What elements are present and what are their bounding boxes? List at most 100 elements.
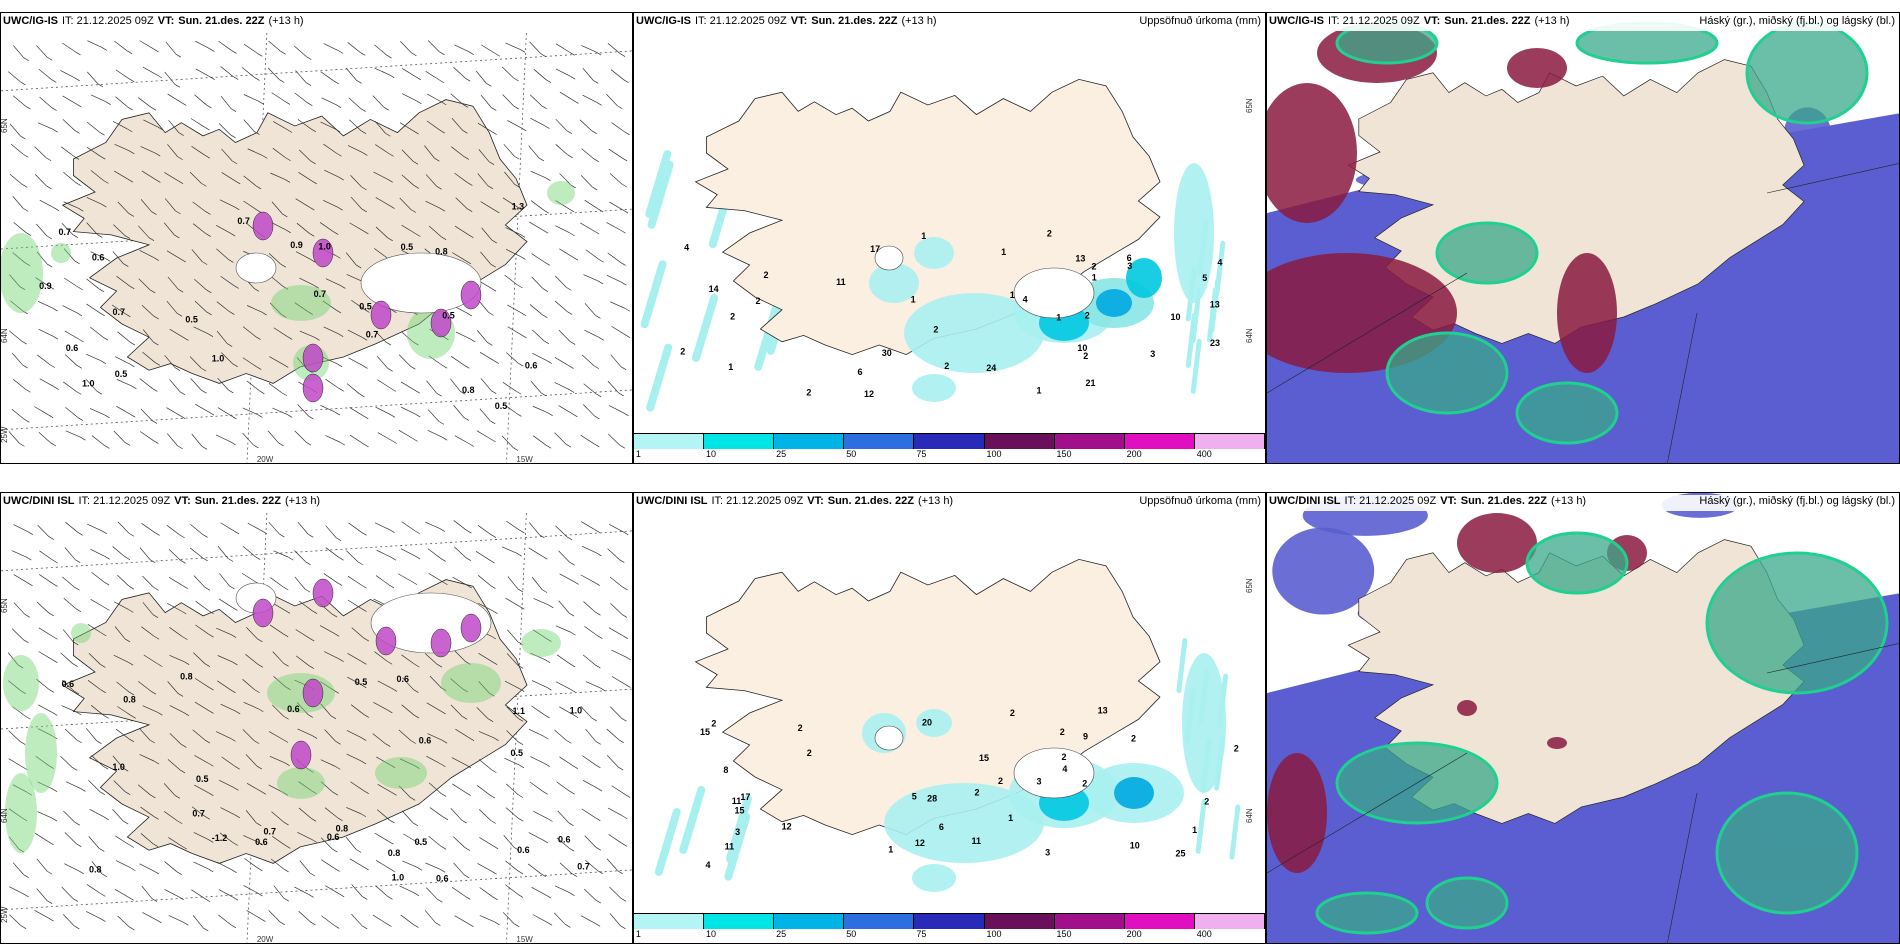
wind-barb xyxy=(216,225,236,237)
wind-barb xyxy=(137,784,156,799)
wind-value-label: 0.6 xyxy=(255,837,268,847)
wind-barb xyxy=(268,40,286,55)
lead-time: (+13 h) xyxy=(1550,495,1587,507)
wind-barb xyxy=(62,629,79,646)
wind-barb xyxy=(218,914,237,929)
wind-barb xyxy=(374,120,391,137)
wind-barb xyxy=(36,223,53,240)
precip-value-label: 2 xyxy=(1082,779,1087,789)
wind-barb xyxy=(554,300,573,315)
wind-barb xyxy=(454,225,474,239)
wind-barb xyxy=(269,624,289,638)
wind-barb xyxy=(164,198,181,215)
wind-barb xyxy=(64,354,83,369)
precip-plume xyxy=(267,673,335,713)
wind-barb xyxy=(475,70,492,87)
precip-cell xyxy=(460,613,482,643)
legend-tick-label: 100 xyxy=(986,449,1002,459)
wind-barb xyxy=(349,222,369,235)
wind-barb xyxy=(455,197,473,213)
wind-value-label: 1.0 xyxy=(318,242,331,252)
precip-value-label: 2 xyxy=(806,387,811,397)
wind-barb xyxy=(528,522,545,539)
precip-cell xyxy=(252,598,274,628)
wind-barb xyxy=(398,785,416,801)
wind-barb xyxy=(611,649,631,661)
precip-value-label: 6 xyxy=(939,822,944,832)
panel-header: UWC/IG-IS IT: 21.12.2025 09Z VT: Sun. 21… xyxy=(1269,15,1895,31)
wind-barb xyxy=(167,144,183,160)
longitude-label: 15W xyxy=(516,935,533,944)
wind-barb xyxy=(478,759,497,773)
precip-value-label: 17 xyxy=(870,244,880,254)
precip-value-label: 1 xyxy=(1001,247,1006,257)
wind-barb xyxy=(272,651,289,667)
wind-barb xyxy=(117,331,136,346)
wind-barb xyxy=(117,574,135,590)
wind-barb xyxy=(320,681,339,694)
wind-barb xyxy=(325,885,345,898)
panel-title: Háský (gr.), miðský (fj.bl.) og lágský (… xyxy=(1699,495,1895,507)
wind-barb xyxy=(194,678,214,691)
wind-barb xyxy=(322,356,343,368)
wind-barb xyxy=(585,249,604,263)
wind-barb xyxy=(345,67,362,84)
precip-value-label: 10 xyxy=(1130,840,1140,850)
precip-cell xyxy=(312,578,334,608)
wind-barb xyxy=(398,729,416,744)
wind-barb xyxy=(529,94,547,110)
panel-dini-wind: UWC/DINI ISL IT: 21.12.2025 09Z VT: Sun.… xyxy=(0,492,633,944)
wind-barb xyxy=(297,521,314,538)
wind-barb xyxy=(191,146,211,159)
wind-barb xyxy=(325,435,346,446)
wind-barb xyxy=(451,146,470,160)
precip-value-label: 2 xyxy=(975,787,980,797)
precip-value-label: 24 xyxy=(986,363,996,373)
wind-barb xyxy=(558,329,576,345)
precip-value-label: 5 xyxy=(912,791,917,801)
wind-barb xyxy=(532,914,553,926)
precip-value-label: 4 xyxy=(1062,764,1067,774)
wind-value-label: 0.7 xyxy=(314,289,327,299)
wind-barb xyxy=(164,889,184,901)
wind-barb xyxy=(553,912,571,928)
glacier-area xyxy=(1013,267,1095,319)
wind-barb xyxy=(398,354,416,370)
low-cloud xyxy=(1851,231,1899,277)
wind-barb xyxy=(90,548,110,560)
wind-barb xyxy=(271,222,291,234)
wind-barb xyxy=(321,915,340,929)
wind-barb xyxy=(245,810,262,827)
wind-barb xyxy=(584,303,601,319)
legend-swatch xyxy=(704,914,775,929)
wind-barb xyxy=(426,380,442,397)
wind-barb xyxy=(298,149,316,165)
precip-plume xyxy=(547,181,575,205)
wind-barb xyxy=(580,915,601,927)
wind-barb xyxy=(91,861,108,878)
legend-tick-label: 25 xyxy=(776,929,787,939)
wind-barb xyxy=(507,326,527,339)
precip-value-label: 2 xyxy=(1204,796,1209,806)
wind-barb xyxy=(13,222,32,236)
wind-barb xyxy=(60,146,80,160)
precip-area xyxy=(912,864,956,892)
wind-barb xyxy=(294,302,314,315)
longitude-label: 15W xyxy=(516,455,533,464)
wind-barb xyxy=(194,278,212,294)
legend-tick-label: 50 xyxy=(846,449,857,459)
wind-barb xyxy=(532,353,552,364)
wind-barb xyxy=(347,576,367,589)
wind-barb xyxy=(345,252,362,269)
wind-barb xyxy=(216,731,236,742)
wind-barb xyxy=(112,755,129,772)
wind-barb xyxy=(62,95,82,108)
wind-barb xyxy=(190,378,207,394)
wind-barb xyxy=(583,383,602,398)
wind-barb xyxy=(478,731,499,742)
wind-barb xyxy=(273,550,294,561)
wind-barb xyxy=(221,756,240,770)
wind-barb xyxy=(114,40,133,55)
wind-barb xyxy=(559,756,578,770)
wind-value-label: 0.7 xyxy=(237,216,250,226)
